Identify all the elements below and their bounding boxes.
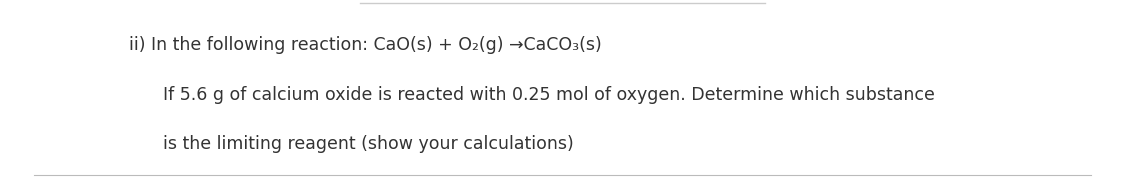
Text: If 5.6 g of calcium oxide is reacted with 0.25 mol of oxygen. Determine which su: If 5.6 g of calcium oxide is reacted wit… [163,86,935,104]
Text: is the limiting reagent (show your calculations): is the limiting reagent (show your calcu… [163,135,574,153]
Text: ii) In the following reaction: CaO(s) + O₂(g) →CaCO₃(s): ii) In the following reaction: CaO(s) + … [129,36,602,54]
